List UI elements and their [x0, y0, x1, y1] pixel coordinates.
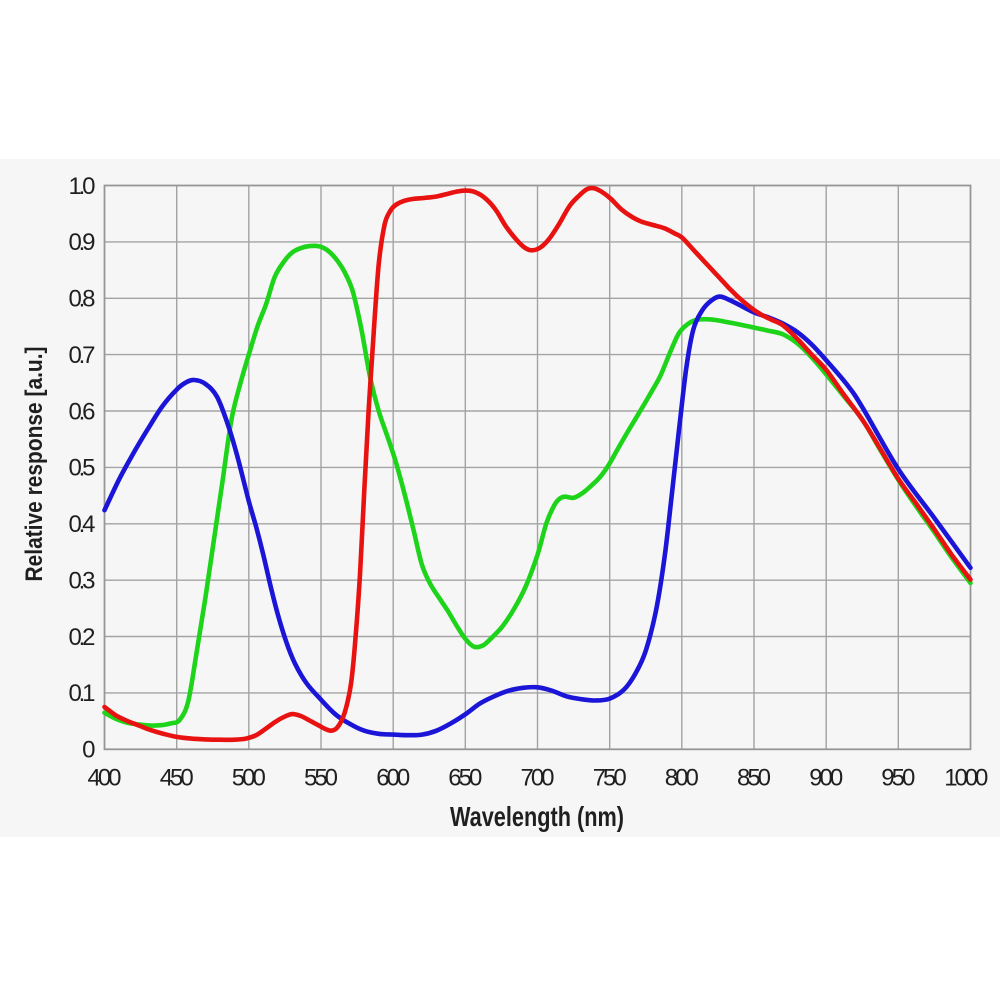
svg-text:Wavelength (nm): Wavelength (nm): [450, 801, 624, 832]
svg-text:750: 750: [593, 765, 627, 792]
svg-text:600: 600: [376, 765, 410, 792]
svg-text:0.9: 0.9: [69, 229, 96, 256]
svg-text:1.0: 1.0: [69, 173, 96, 200]
svg-text:0.3: 0.3: [69, 568, 96, 595]
svg-text:400: 400: [88, 765, 122, 792]
svg-text:650: 650: [448, 765, 482, 792]
svg-text:0.5: 0.5: [69, 455, 96, 482]
svg-text:Relative response [a.u.]: Relative response [a.u.]: [21, 347, 48, 582]
svg-text:900: 900: [809, 765, 843, 792]
svg-text:0.8: 0.8: [69, 286, 96, 313]
svg-text:1000: 1000: [944, 765, 988, 792]
svg-text:550: 550: [304, 765, 338, 792]
svg-text:500: 500: [232, 765, 266, 792]
svg-text:450: 450: [160, 765, 194, 792]
svg-text:0.6: 0.6: [69, 398, 96, 425]
svg-text:800: 800: [665, 765, 699, 792]
svg-text:0.2: 0.2: [69, 624, 96, 651]
svg-text:700: 700: [521, 765, 555, 792]
svg-text:0.4: 0.4: [69, 511, 96, 538]
svg-text:850: 850: [737, 765, 771, 792]
svg-text:0.1: 0.1: [69, 680, 96, 707]
svg-text:0.7: 0.7: [69, 342, 96, 369]
svg-text:0: 0: [82, 737, 95, 764]
svg-text:950: 950: [881, 765, 915, 792]
